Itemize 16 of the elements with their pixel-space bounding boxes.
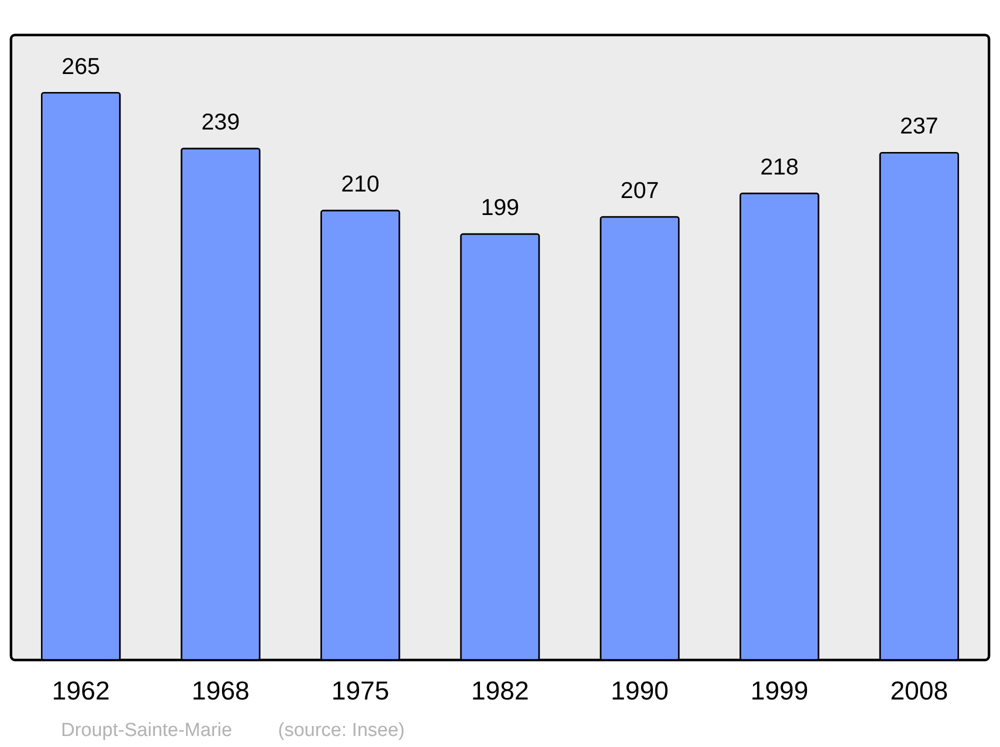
x-tick-label: 2008: [890, 676, 948, 706]
data-label: 239: [201, 108, 240, 134]
data-label: 265: [62, 52, 100, 79]
data-label: 237: [900, 112, 938, 139]
data-label: 210: [341, 170, 380, 197]
x-tick-label: 1962: [52, 676, 110, 706]
x-tick-label: 1982: [471, 676, 529, 706]
text: Droupt-Sainte-Marie: [61, 720, 232, 741]
x-tick-label: 1968: [192, 676, 250, 706]
data-label: 207: [620, 176, 659, 203]
data-label: 218: [760, 153, 799, 180]
x-tick-label: 1990: [610, 676, 669, 706]
x-tick-label: 1999: [750, 676, 808, 706]
x-tick-label: 1975: [331, 676, 390, 706]
text: (source: Insee): [278, 720, 405, 741]
data-label: 199: [480, 194, 520, 220]
